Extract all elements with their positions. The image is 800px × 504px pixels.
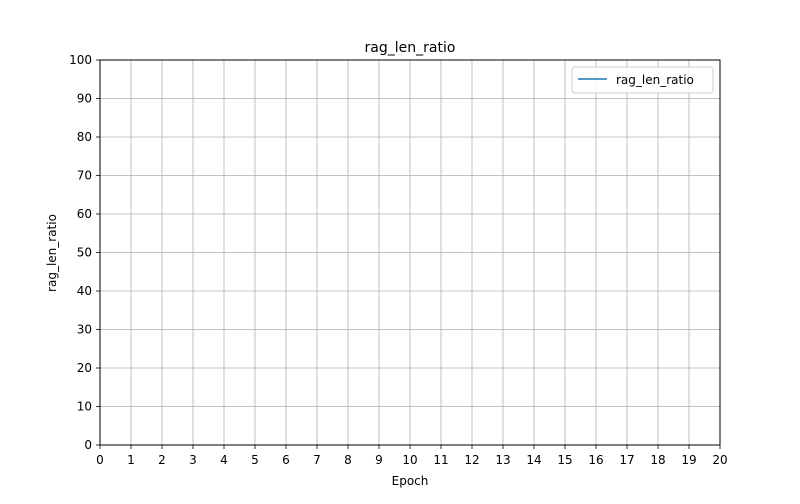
x-tick-label: 19 <box>681 453 696 467</box>
x-tick-label: 1 <box>127 453 135 467</box>
x-tick-label: 14 <box>526 453 541 467</box>
x-tick-label: 18 <box>650 453 665 467</box>
y-axis-label: rag_len_ratio <box>45 214 59 292</box>
x-tick-label: 15 <box>557 453 572 467</box>
x-tick-label: 13 <box>495 453 510 467</box>
x-tick-label: 0 <box>96 453 104 467</box>
y-tick-label: 70 <box>77 169 92 183</box>
y-tick-label: 20 <box>77 361 92 375</box>
x-tick-label: 3 <box>189 453 197 467</box>
legend-label: rag_len_ratio <box>616 73 694 87</box>
grid-lines <box>99 59 721 446</box>
x-axis-ticks: 0 1 2 3 4 5 6 7 8 9 10 11 12 13 14 15 16 17 18 19 20 <box>96 445 728 467</box>
x-tick-label: 20 <box>712 453 727 467</box>
legend: rag_len_ratio <box>571 66 714 94</box>
y-tick-label: 40 <box>77 284 92 298</box>
legend-box <box>571 66 714 94</box>
x-tick-label: 4 <box>220 453 228 467</box>
y-tick-label: 0 <box>84 438 92 452</box>
x-tick-label: 11 <box>433 453 448 467</box>
x-tick-label: 2 <box>158 453 166 467</box>
x-tick-label: 7 <box>313 453 321 467</box>
y-tick-label: 30 <box>77 323 92 337</box>
y-tick-label: 60 <box>77 207 92 221</box>
y-tick-label: 50 <box>77 246 92 260</box>
x-tick-label: 9 <box>375 453 383 467</box>
x-tick-label: 12 <box>464 453 479 467</box>
x-tick-label: 16 <box>588 453 603 467</box>
x-tick-label: 8 <box>344 453 352 467</box>
x-tick-label: 10 <box>402 453 417 467</box>
x-axis-label: Epoch <box>392 474 429 488</box>
chart-title: rag_len_ratio <box>365 40 456 56</box>
x-tick-label: 6 <box>282 453 290 467</box>
y-tick-label: 90 <box>77 92 92 106</box>
x-tick-label: 17 <box>619 453 634 467</box>
y-tick-label: 100 <box>69 53 92 67</box>
x-tick-label: 5 <box>251 453 259 467</box>
y-tick-label: 80 <box>77 130 92 144</box>
y-tick-label: 10 <box>77 400 92 414</box>
y-axis-ticks: 0 10 20 30 40 50 60 70 80 90 100 <box>69 53 100 452</box>
